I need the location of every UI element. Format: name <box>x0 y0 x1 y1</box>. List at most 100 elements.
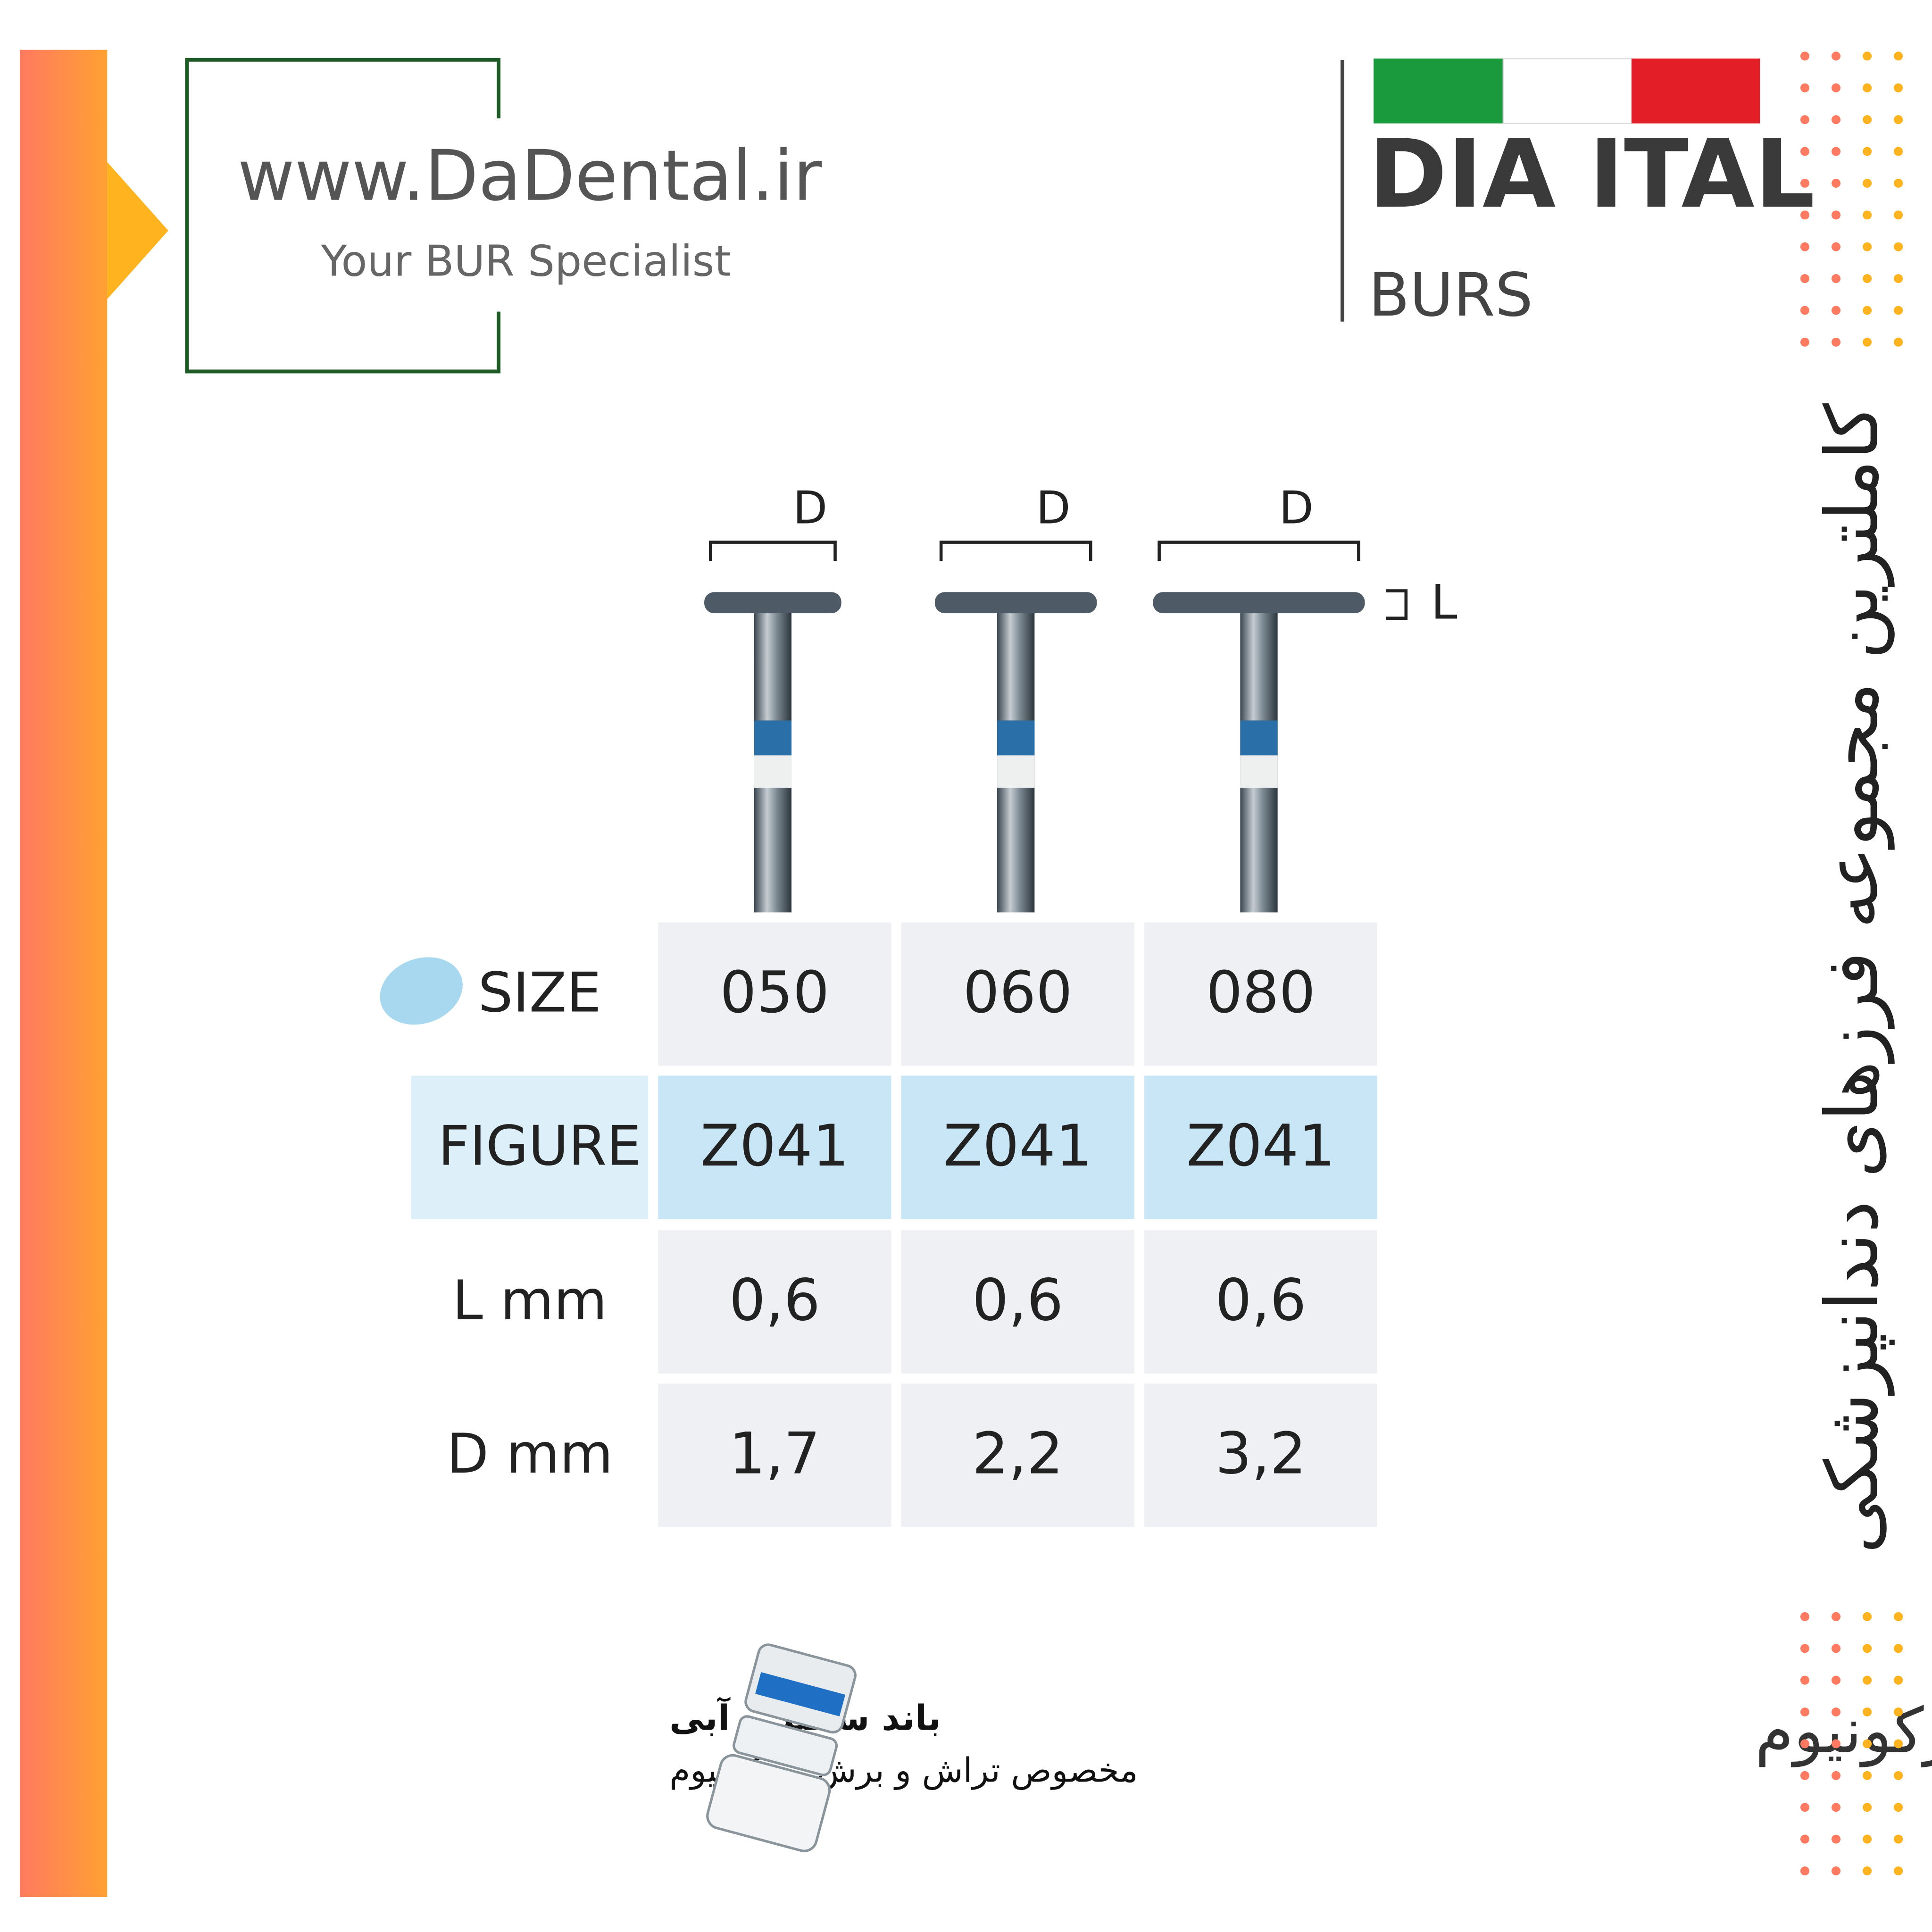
table-cell <box>658 1383 891 1527</box>
bur-blue-band <box>754 720 792 756</box>
dot <box>1800 1675 1809 1685</box>
side-bar <box>20 50 108 1898</box>
dot <box>1894 1771 1903 1780</box>
dot <box>1863 1644 1872 1653</box>
brand-subtitle: BURS <box>1369 260 1533 330</box>
dot <box>1894 83 1903 92</box>
dot <box>1832 83 1841 92</box>
dot <box>1832 306 1841 315</box>
dot <box>1863 178 1872 188</box>
dimension-bracket <box>1158 541 1360 561</box>
dot <box>1800 83 1809 92</box>
dot <box>1863 1707 1872 1717</box>
table-cell <box>658 1230 891 1374</box>
table-value: 2,2 <box>972 1420 1063 1487</box>
dot <box>1800 1834 1809 1844</box>
dot <box>1894 306 1903 315</box>
dot <box>1800 1866 1809 1876</box>
dot <box>1800 147 1809 156</box>
side-title: کاملترین مجموعه فرزهای دندانپزشکی <box>1810 403 1895 1554</box>
table-value: 0,6 <box>729 1267 820 1334</box>
dot <box>1832 147 1841 156</box>
table-cell <box>1144 1230 1378 1374</box>
dot <box>1800 306 1809 315</box>
table-cell <box>1144 922 1378 1066</box>
dot <box>1894 210 1903 220</box>
flag-white <box>1502 58 1632 124</box>
dot <box>1832 337 1841 347</box>
dot <box>1832 1803 1841 1812</box>
table-value: 050 <box>720 959 829 1026</box>
dot <box>1894 242 1903 251</box>
table-value: 0,6 <box>972 1267 1063 1334</box>
dot <box>1800 274 1809 283</box>
bur-disc <box>704 592 841 614</box>
table-value: 3,2 <box>1215 1420 1306 1487</box>
dimension-label: D <box>793 482 827 534</box>
dot-pattern <box>1800 51 1903 1876</box>
band-illustration <box>706 1643 857 1852</box>
dot <box>1832 274 1841 283</box>
dot <box>1832 178 1841 188</box>
bur-blue-band <box>997 720 1035 756</box>
dot <box>1863 306 1872 315</box>
dot <box>1863 274 1872 283</box>
table-value: 0,6 <box>1215 1267 1306 1334</box>
bur-blue-band <box>1240 720 1278 756</box>
table-value: Z041 <box>943 1112 1092 1179</box>
dot <box>1832 1866 1841 1876</box>
dimension-label: D <box>1279 482 1314 534</box>
dot <box>1832 1707 1841 1717</box>
dot <box>1894 1866 1903 1876</box>
dot <box>1894 1707 1903 1717</box>
dot <box>1832 1739 1841 1749</box>
dot <box>1863 1803 1872 1812</box>
dot <box>1800 242 1809 251</box>
product-title: دیسک الماسی زیرکونیوم <box>1755 1695 1932 1767</box>
dot <box>1800 115 1809 125</box>
table-label: L mm <box>452 1269 607 1332</box>
dot <box>1800 178 1809 188</box>
dot <box>1863 83 1872 92</box>
thickness-bracket <box>1386 589 1408 620</box>
table-cell <box>411 1075 649 1219</box>
dot <box>1894 51 1903 61</box>
dot <box>1863 1739 1872 1749</box>
dot <box>1800 210 1809 220</box>
website: www.DaDental.ir <box>238 135 822 217</box>
dot <box>1863 51 1872 61</box>
table-value: 060 <box>963 959 1073 1026</box>
side-arrow <box>107 162 168 300</box>
dot <box>1863 1675 1872 1685</box>
table-value: 1,7 <box>729 1420 820 1487</box>
dot <box>1832 1834 1841 1844</box>
dot <box>1863 1834 1872 1844</box>
dot <box>1894 1739 1903 1749</box>
bur-white-band <box>754 755 792 788</box>
dot <box>1832 51 1841 61</box>
dot <box>1894 1675 1903 1685</box>
dot <box>1894 1803 1903 1812</box>
table-cell <box>658 1075 891 1219</box>
dot <box>1863 1771 1872 1780</box>
table-cell <box>901 1383 1134 1527</box>
dot <box>1894 115 1903 125</box>
bur-white-band <box>997 755 1035 788</box>
dot <box>1800 1771 1809 1780</box>
table-cell <box>901 1075 1134 1219</box>
flag-red <box>1632 58 1760 124</box>
dot <box>1800 1707 1809 1717</box>
table-cell <box>1144 1383 1378 1527</box>
dot <box>1863 242 1872 251</box>
dot <box>1800 1803 1809 1812</box>
size-ellipse <box>380 957 463 1025</box>
dot <box>1894 337 1903 347</box>
table-label: FIGURE <box>438 1115 641 1178</box>
table-cell <box>901 922 1134 1066</box>
bur-disc <box>934 592 1097 614</box>
table-label: D mm <box>447 1422 613 1486</box>
dot <box>1800 337 1809 347</box>
dimension-bracket <box>708 541 837 561</box>
